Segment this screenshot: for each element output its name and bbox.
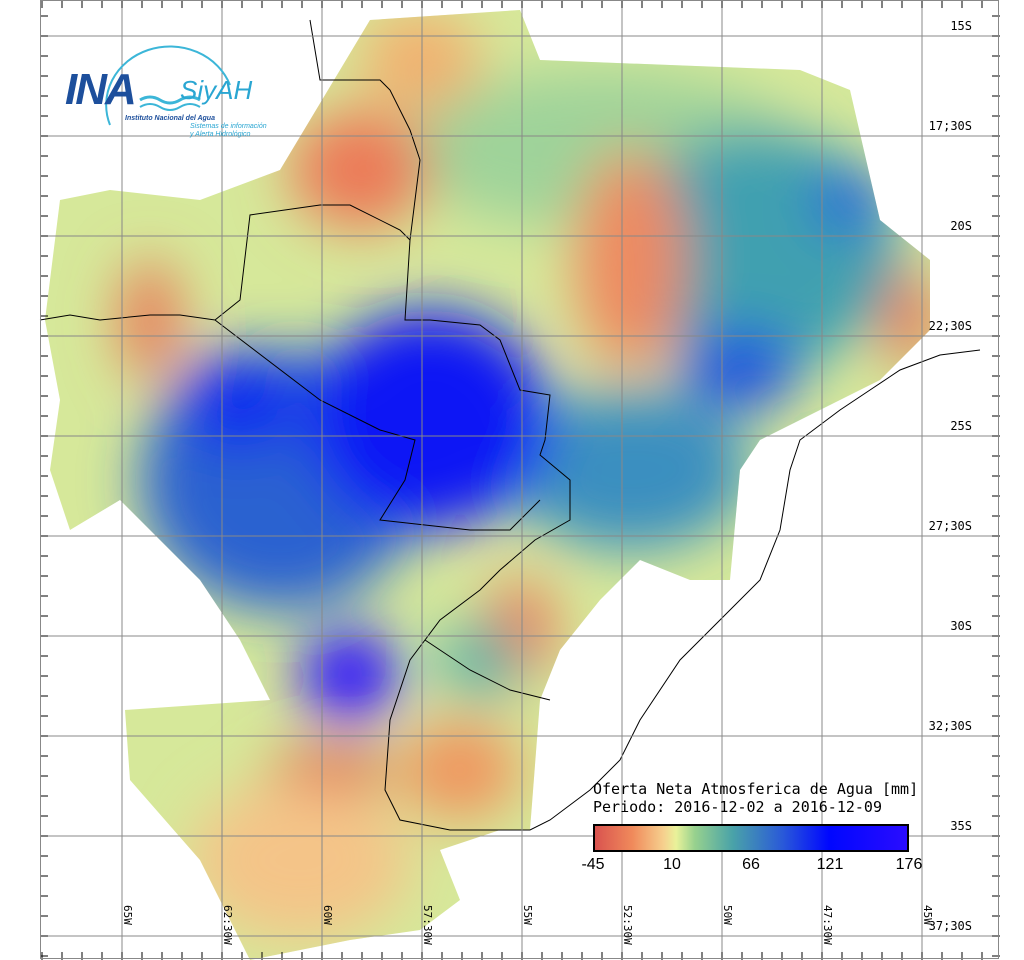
logo-siyah: SiyAH: [180, 75, 253, 105]
map-frame: [40, 0, 999, 959]
logo-arc-icon: [105, 45, 231, 126]
longitude-label: 47:30W: [821, 905, 834, 945]
latitude-label: 27;30S: [928, 519, 972, 533]
legend-title: Oferta Neta Atmosferica de Agua [mm]: [593, 780, 919, 798]
colorbar-tick: -45: [581, 856, 605, 873]
colorbar-tick: 10: [663, 856, 681, 873]
latitude-label: 25S: [950, 419, 972, 433]
latitude-label: 32;30S: [928, 719, 972, 733]
latitude-label: 37;30S: [928, 919, 972, 933]
longitude-label: 55W: [521, 905, 534, 925]
latitude-label: 35S: [950, 819, 972, 833]
borders: [39, 19, 981, 831]
longitude-label: 57:30W: [421, 905, 434, 945]
longitude-label: 50W: [721, 905, 734, 925]
logo-system-line2: y Alerta Hidrológico: [190, 131, 251, 138]
legend-period: Periodo: 2016-12-02 a 2016-12-09: [593, 798, 882, 816]
logo-institute: Instituto Nacional del Agua: [125, 115, 215, 122]
latitude-label: 20S: [950, 219, 972, 233]
latitude-label: 30S: [950, 619, 972, 633]
logo-system-line1: Sistemas de información: [190, 123, 267, 130]
graticule: [40, 0, 1000, 960]
colorbar: [593, 824, 909, 852]
latitude-label: 22;30S: [928, 319, 972, 333]
colorbar-tick: 176: [895, 856, 923, 873]
ina-siyah-logo: INA SiyAH Instituto Nacional del Agua Si…: [60, 45, 270, 145]
longitude-label: 52:30W: [621, 905, 634, 945]
longitude-label: 65W: [121, 905, 134, 925]
colorbar-tick: 66: [742, 856, 760, 873]
latitude-label: 17;30S: [928, 119, 972, 133]
logo-system: Sistemas de información y Alerta Hidroló…: [190, 123, 267, 139]
longitude-label: 62:30W: [221, 905, 234, 945]
logo-ina: INA: [65, 65, 137, 114]
legend: Oferta Neta Atmosferica de Agua [mm] Per…: [581, 780, 922, 873]
latitude-label: 15S: [950, 19, 972, 33]
longitude-label: 60W: [321, 905, 334, 925]
colorbar-tick: 121: [816, 856, 844, 873]
